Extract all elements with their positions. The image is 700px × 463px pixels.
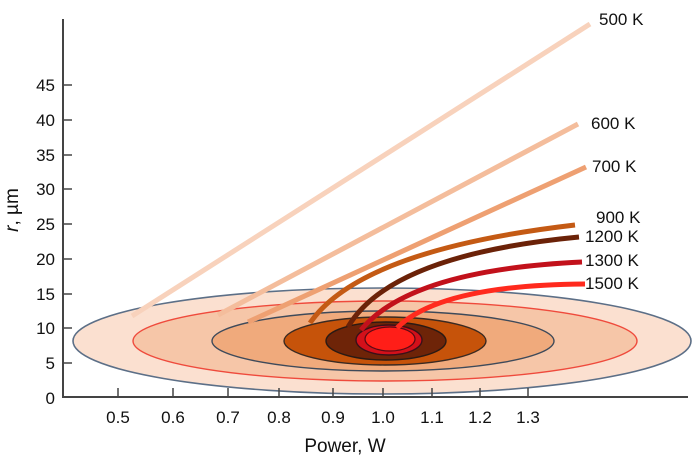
y-tick-label: 25 — [36, 215, 55, 234]
x-tick-label: 0.5 — [106, 408, 130, 427]
x-tick-label: 1.3 — [516, 408, 540, 427]
y-axis-title: r, µm — [2, 188, 23, 232]
curve-900k — [307, 222, 576, 325]
curve-1300k — [359, 259, 583, 332]
axes — [62, 19, 688, 398]
series-label-900k: 900 K — [596, 208, 641, 227]
x-axis-title: Power, W — [304, 436, 385, 457]
y-tick-label: 35 — [36, 146, 55, 165]
curve-1500k — [395, 281, 586, 330]
y-tick-label: 5 — [46, 354, 55, 373]
x-tick-label: 1.2 — [468, 408, 492, 427]
series-label-500k: 500 K — [599, 10, 644, 29]
ellipse-1500k — [364, 326, 416, 352]
y-tick-label: 0 — [46, 389, 55, 408]
series-label-600k: 600 K — [591, 114, 636, 133]
y-axis-title-unit: , µm — [2, 188, 23, 225]
y-axis-title-var: r — [2, 225, 23, 232]
series-label-1200k: 1200 K — [585, 227, 640, 246]
x-tick-label: 1.1 — [420, 408, 444, 427]
y-tick-label: 30 — [36, 180, 55, 199]
x-tick-label: 0.7 — [216, 408, 240, 427]
y-tick-label: 20 — [36, 250, 55, 269]
y-tick-label: 45 — [36, 76, 55, 95]
y-tick-label: 15 — [36, 285, 55, 304]
y-tick-label: 40 — [36, 111, 55, 130]
series-labels: 500 K 600 K 700 K 900 K 1200 K 1300 K 15… — [585, 10, 644, 293]
curve-1200k — [345, 234, 580, 329]
series-label-700k: 700 K — [592, 157, 637, 176]
curve-500k — [130, 21, 592, 319]
y-tick-label: 10 — [36, 319, 55, 338]
series-label-1500k: 1500 K — [585, 274, 640, 293]
isotherm-ellipses — [72, 287, 692, 395]
y-tick-labels: 0 5 10 15 20 25 30 35 40 45 — [36, 76, 55, 408]
x-tick-labels: 0.5 0.6 0.7 0.8 0.9 1.0 1.1 1.2 1.3 — [106, 408, 540, 427]
x-tick-label: 0.6 — [161, 408, 185, 427]
x-tick-label: 0.9 — [321, 408, 345, 427]
y-ticks — [63, 84, 72, 364]
curve-600k — [216, 121, 580, 318]
curve-700k — [246, 164, 588, 325]
series-label-1300k: 1300 K — [585, 251, 640, 270]
x-tick-label: 0.8 — [267, 408, 291, 427]
x-ticks — [117, 388, 529, 397]
x-tick-label: 1.0 — [371, 408, 395, 427]
temperature-curves — [130, 21, 592, 332]
